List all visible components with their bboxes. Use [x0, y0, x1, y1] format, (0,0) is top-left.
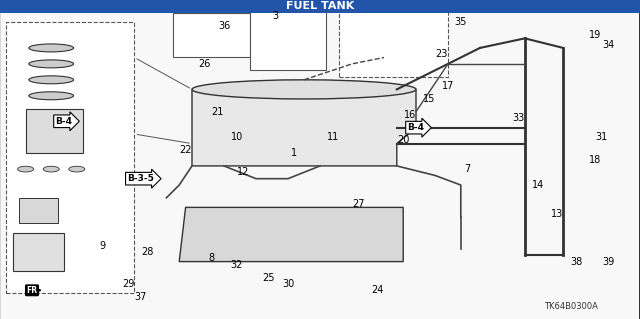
- Text: B-4: B-4: [56, 117, 72, 126]
- Polygon shape: [179, 207, 403, 262]
- Ellipse shape: [69, 166, 84, 172]
- Text: 9: 9: [99, 241, 106, 251]
- Bar: [250, 6, 326, 70]
- Ellipse shape: [29, 60, 74, 68]
- Text: 20: 20: [397, 135, 410, 145]
- Text: 27: 27: [352, 199, 365, 209]
- Text: 16: 16: [403, 110, 416, 120]
- Text: 32: 32: [230, 260, 243, 270]
- Text: 29: 29: [122, 279, 134, 289]
- Text: 12: 12: [237, 167, 250, 177]
- Text: 15: 15: [422, 94, 435, 104]
- Text: 25: 25: [262, 272, 275, 283]
- Text: 30: 30: [282, 279, 294, 289]
- Bar: [0, 0, 640, 13]
- Text: 28: 28: [141, 247, 154, 257]
- Ellipse shape: [192, 80, 416, 99]
- Polygon shape: [192, 89, 416, 166]
- Text: 18: 18: [589, 154, 602, 165]
- Ellipse shape: [18, 166, 34, 172]
- Ellipse shape: [29, 44, 74, 52]
- Text: 8: 8: [208, 253, 214, 263]
- Text: 38: 38: [570, 256, 582, 267]
- Bar: [173, 13, 250, 57]
- Text: 35: 35: [454, 18, 467, 27]
- Text: 17: 17: [442, 81, 454, 91]
- Text: 36: 36: [218, 21, 230, 31]
- Text: 33: 33: [512, 113, 525, 123]
- Text: FR: FR: [26, 286, 38, 295]
- Bar: [19, 198, 58, 223]
- Ellipse shape: [29, 92, 74, 100]
- Text: 10: 10: [230, 132, 243, 142]
- Text: B-3-5: B-3-5: [127, 174, 154, 183]
- Text: 14: 14: [531, 180, 544, 190]
- Text: 23: 23: [435, 49, 448, 59]
- Text: 34: 34: [602, 40, 614, 50]
- Text: 7: 7: [464, 164, 470, 174]
- Ellipse shape: [44, 166, 60, 172]
- Text: 11: 11: [326, 132, 339, 142]
- Text: 37: 37: [134, 292, 147, 302]
- Text: 22: 22: [179, 145, 192, 155]
- Bar: [26, 108, 83, 153]
- Text: 26: 26: [198, 59, 211, 69]
- Text: 3: 3: [272, 11, 278, 21]
- Text: 1: 1: [291, 148, 298, 158]
- Text: 31: 31: [595, 132, 608, 142]
- Text: TK64B0300A: TK64B0300A: [544, 302, 598, 311]
- Bar: [13, 233, 64, 271]
- Text: 13: 13: [550, 209, 563, 219]
- Text: 39: 39: [602, 256, 614, 267]
- Text: 24: 24: [371, 285, 384, 295]
- Bar: [6, 22, 134, 293]
- Text: 21: 21: [211, 107, 224, 117]
- Text: 19: 19: [589, 30, 602, 40]
- Bar: [339, 10, 448, 77]
- Text: B-4: B-4: [408, 123, 424, 132]
- Ellipse shape: [29, 76, 74, 84]
- Text: FUEL TANK: FUEL TANK: [286, 2, 354, 11]
